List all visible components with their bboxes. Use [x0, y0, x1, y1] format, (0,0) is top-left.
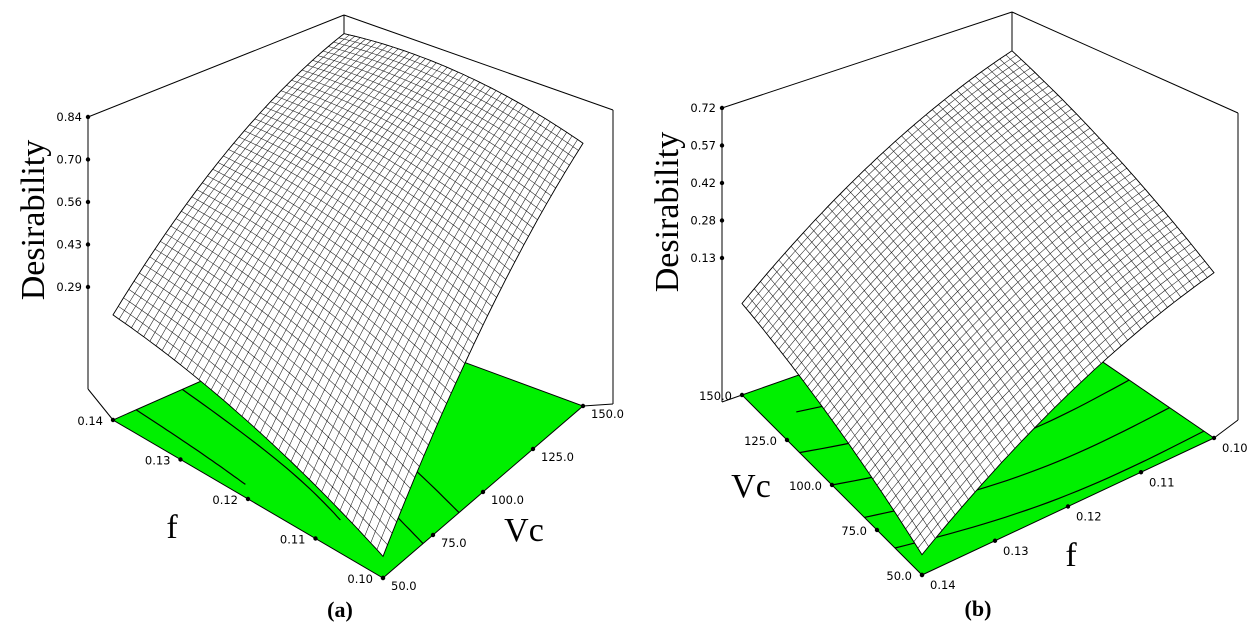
f-tick-mark — [1211, 435, 1217, 441]
panel-a-label: (a) — [327, 597, 353, 622]
contour-line — [135, 409, 246, 485]
panel-a-ticks: 0.29 0.43 0.56 0.70 0.84 0.10 0.11 0.12 0.13 0.14… — [56, 110, 624, 593]
vc-tick-label: 100.0 — [491, 493, 524, 507]
z-tick-mark — [85, 157, 91, 162]
vc-tick-label: 50.0 — [391, 579, 417, 593]
f-tick-label: 0.13 — [1003, 544, 1029, 558]
z-tick-mark — [85, 199, 91, 205]
f-tick-mark — [1065, 504, 1071, 509]
panel-b-box-edge — [1011, 11, 1239, 114]
vc-tick-mark — [430, 532, 436, 538]
z-tick-label: 0.84 — [56, 110, 82, 124]
f-tick-label: 0.12 — [1076, 510, 1102, 524]
vc-tick-mark — [380, 575, 386, 581]
z-tick-label: 0.56 — [56, 195, 82, 209]
z-tick-mark — [85, 242, 91, 247]
f-tick-label: 0.10 — [347, 572, 373, 586]
vc-tick-label: 150.0 — [591, 407, 624, 421]
surface-outline — [112, 33, 584, 558]
panel-b-z-axis-label: Desirability — [649, 132, 686, 293]
f-tick-label: 0.14 — [930, 578, 956, 592]
z-tick-mark — [719, 180, 725, 186]
panel-a-z-axis-label: Desirability — [15, 140, 52, 301]
f-tick-mark — [245, 496, 251, 502]
vc-tick-mark — [739, 392, 745, 398]
f-tick-label: 0.12 — [212, 493, 238, 507]
z-tick-label: 0.72 — [690, 101, 716, 115]
vc-tick-label: 100.0 — [789, 479, 822, 493]
contour-line — [181, 388, 341, 521]
panel-b-x-axis-label: f — [1065, 537, 1077, 574]
panel-a-y-axis-label: f — [166, 509, 178, 546]
f-tick-mark — [110, 417, 116, 423]
z-tick-label: 0.57 — [690, 139, 716, 153]
f-tick-mark — [992, 538, 998, 543]
surface-fill — [113, 33, 583, 557]
panel-a-box-edge — [582, 403, 614, 407]
panel-b-ticks: 0.13 0.28 0.42 0.57 0.72 50.0 75.0 100.0 125.0 15… — [690, 101, 1247, 592]
z-tick-mark — [719, 255, 725, 261]
f-tick-mark — [919, 572, 925, 578]
panel-a-box-edge — [87, 14, 345, 118]
panel-a-box-edge — [343, 14, 614, 111]
z-tick-label: 0.70 — [56, 153, 82, 167]
f-tick-label: 0.10 — [1222, 441, 1248, 455]
panel-b-box-edge — [721, 394, 743, 403]
z-tick-label: 0.43 — [56, 238, 82, 252]
f-tick-label: 0.11 — [280, 533, 306, 547]
panel-b-y-axis-label: Vc — [731, 468, 771, 505]
z-tick-label: 0.28 — [690, 214, 716, 228]
surface-outline — [741, 50, 1215, 556]
vc-tick-label: 50.0 — [886, 569, 912, 583]
z-tick-label: 0.13 — [690, 251, 716, 265]
z-tick-mark — [719, 218, 725, 223]
vc-tick-label: 125.0 — [744, 434, 777, 448]
panel-a-chart: 0.29 0.43 0.56 0.70 0.84 0.10 0.11 0.12 0.13 0.14… — [15, 14, 624, 622]
vc-tick-label: 125.0 — [541, 450, 574, 464]
panel-a-box-edge — [87, 388, 114, 421]
z-tick-mark — [85, 284, 91, 290]
z-tick-mark — [719, 105, 725, 111]
z-tick-label: 0.29 — [56, 280, 82, 294]
panel-b-surface-mesh — [741, 50, 1215, 556]
vc-tick-label: 75.0 — [441, 536, 467, 550]
vc-tick-mark — [480, 489, 486, 495]
panel-b-label: (b) — [965, 596, 992, 621]
vc-tick-label: 150.0 — [699, 389, 732, 403]
panel-a-x-axis-label: Vc — [504, 512, 544, 549]
z-tick-label: 0.42 — [690, 176, 716, 190]
z-tick-mark — [719, 143, 725, 148]
f-tick-mark — [1138, 470, 1144, 475]
vc-tick-mark — [530, 446, 536, 452]
f-tick-label: 0.14 — [77, 414, 103, 428]
vc-tick-mark — [874, 527, 880, 533]
vc-tick-mark — [784, 437, 790, 443]
contour-line — [894, 430, 1205, 549]
panel-b-chart: 0.13 0.28 0.42 0.57 0.72 50.0 75.0 100.0 125.0 15… — [649, 11, 1248, 621]
f-tick-label: 0.13 — [145, 454, 171, 468]
f-tick-label: 0.11 — [1149, 475, 1175, 489]
vc-tick-mark — [580, 403, 586, 409]
f-tick-mark — [178, 457, 183, 462]
z-tick-mark — [85, 114, 91, 120]
panel-a-surface-mesh — [112, 33, 584, 558]
panel-b-box-edge — [1213, 419, 1239, 439]
vc-tick-label: 75.0 — [841, 524, 867, 538]
panel-b-box-edge — [721, 11, 1013, 109]
f-tick-mark — [313, 536, 318, 541]
vc-tick-mark — [829, 482, 835, 488]
